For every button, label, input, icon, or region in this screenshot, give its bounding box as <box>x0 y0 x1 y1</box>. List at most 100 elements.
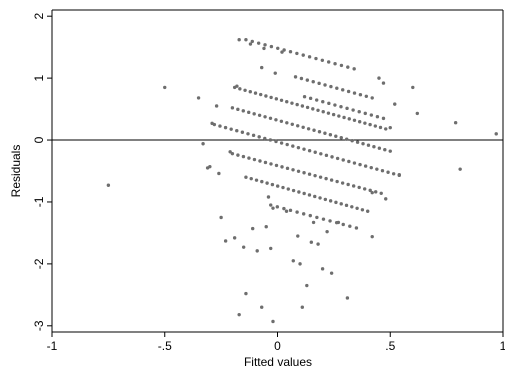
data-point <box>247 110 251 115</box>
data-point <box>355 206 359 210</box>
data-point <box>377 146 382 150</box>
data-point <box>232 85 237 90</box>
data-point <box>330 155 334 159</box>
data-point <box>288 208 293 213</box>
data-point <box>285 100 289 104</box>
data-point <box>247 156 251 160</box>
data-point <box>258 159 262 163</box>
data-point <box>274 163 279 168</box>
y-ticks: 2 1 0 -1 -2 -3 <box>32 13 52 331</box>
data-point <box>388 149 392 153</box>
data-point <box>340 181 345 185</box>
data-point <box>312 128 316 132</box>
data-point <box>335 156 340 161</box>
data-point <box>229 127 233 131</box>
data-point <box>279 141 284 145</box>
data-point <box>315 98 319 102</box>
data-point <box>240 130 245 134</box>
data-point <box>279 98 284 102</box>
y-tick-label: -1 <box>32 196 46 207</box>
data-point <box>321 99 325 104</box>
data-point <box>374 190 378 194</box>
data-point <box>295 102 299 107</box>
data-point <box>266 195 271 199</box>
data-point <box>253 91 258 95</box>
data-point <box>339 104 343 109</box>
data-point <box>366 143 371 147</box>
data-point <box>290 122 294 126</box>
data-point <box>163 85 167 90</box>
data-point <box>329 84 333 89</box>
data-point <box>275 184 280 188</box>
data-point <box>273 71 277 75</box>
data-point <box>308 213 312 218</box>
data-point <box>228 150 232 154</box>
data-point <box>328 199 333 203</box>
data-point <box>366 209 370 213</box>
data-point <box>302 94 307 99</box>
data-point <box>369 165 373 170</box>
data-point <box>306 127 311 131</box>
data-point <box>362 187 367 191</box>
data-point <box>274 118 278 122</box>
data-point <box>243 88 247 92</box>
x-tick-label: -.5 <box>158 339 172 353</box>
data-point <box>361 142 365 146</box>
data-point <box>274 97 279 101</box>
data-point <box>319 152 323 156</box>
data-point <box>237 38 241 42</box>
data-point <box>384 197 388 201</box>
x-tick-label: .5 <box>385 339 395 353</box>
data-point <box>363 111 367 116</box>
data-point <box>311 220 316 225</box>
data-points <box>106 38 498 324</box>
data-point <box>307 193 312 197</box>
data-point <box>351 184 356 188</box>
data-point <box>269 95 273 100</box>
data-point <box>354 226 359 230</box>
y-tick-label: -3 <box>32 320 46 331</box>
data-point <box>282 206 286 211</box>
data-point <box>241 245 246 249</box>
data-point <box>244 175 248 179</box>
data-point <box>264 94 268 98</box>
data-point <box>270 182 275 187</box>
data-point <box>346 182 350 187</box>
data-point <box>381 81 386 85</box>
data-point <box>352 91 357 95</box>
data-point <box>411 85 415 90</box>
data-point <box>291 188 296 193</box>
data-point <box>316 108 320 112</box>
data-point <box>302 171 306 175</box>
data-point <box>458 167 462 171</box>
data-point <box>357 120 362 124</box>
data-point <box>393 102 397 106</box>
data-point <box>257 135 261 139</box>
data-point <box>275 205 280 209</box>
data-point <box>339 136 343 140</box>
data-point <box>317 81 321 86</box>
data-point <box>327 60 331 64</box>
data-point <box>379 191 383 195</box>
data-point <box>415 111 420 116</box>
data-point <box>350 205 354 209</box>
data-point <box>328 133 333 137</box>
data-point <box>196 96 201 100</box>
data-point <box>339 63 344 68</box>
x-axis-title: Fitted values <box>244 355 312 369</box>
data-point <box>351 108 355 112</box>
data-point <box>285 166 290 171</box>
data-point <box>363 121 367 125</box>
data-point <box>241 154 246 159</box>
data-point <box>269 246 273 251</box>
data-point <box>397 173 401 178</box>
data-point <box>295 210 299 214</box>
data-point <box>260 65 264 70</box>
data-point <box>324 153 329 158</box>
data-point <box>212 122 217 127</box>
data-point <box>263 160 268 165</box>
data-point <box>326 111 331 115</box>
data-point <box>298 262 302 266</box>
data-point <box>320 267 325 271</box>
data-point <box>280 50 284 54</box>
